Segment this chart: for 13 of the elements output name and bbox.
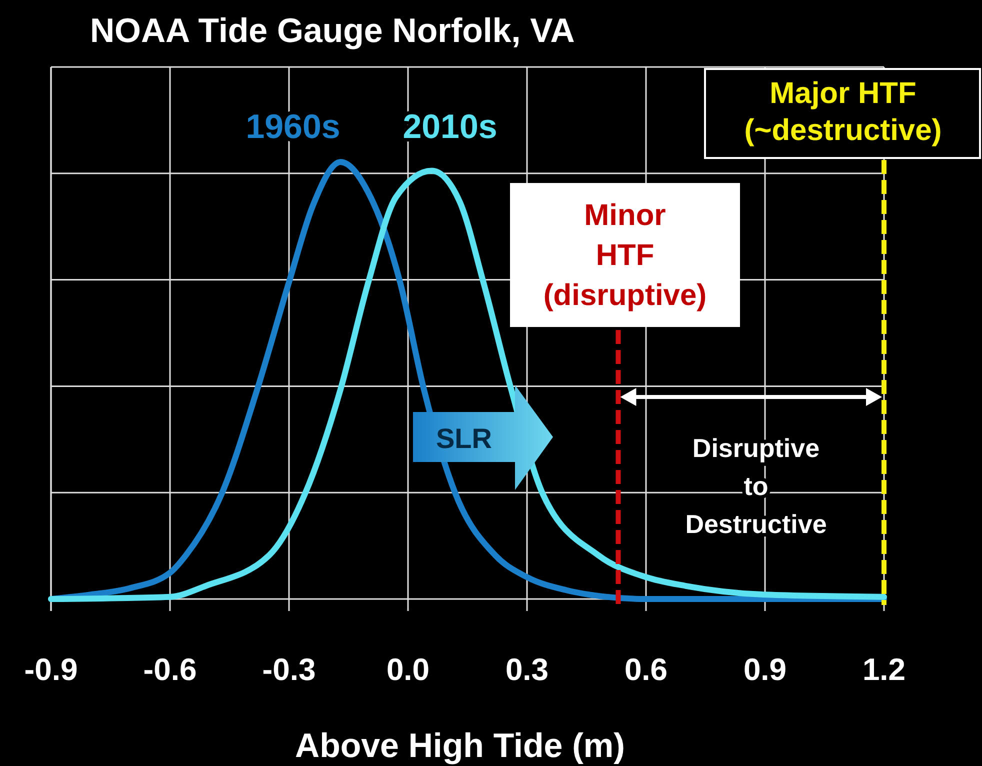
x-tick-label: -0.6 <box>143 652 197 687</box>
x-tick-label: 0.3 <box>505 652 549 687</box>
ref-line-label: Minor HTF (disruptive) <box>543 199 707 312</box>
x-axis-title: Above High Tide (m) <box>295 727 625 765</box>
x-tick-label: 0.0 <box>386 652 430 687</box>
x-tick-label: 1.2 <box>862 652 906 687</box>
annotation: SLR <box>436 423 492 454</box>
x-tick-label: 0.9 <box>743 652 787 687</box>
x-tick-label: 0.6 <box>624 652 668 687</box>
x-tick-label: -0.3 <box>262 652 316 687</box>
chart-title: NOAA Tide Gauge Norfolk, VA <box>90 12 575 50</box>
x-tick-label: -0.9 <box>24 652 78 687</box>
ref-line-label: Major HTF (~destructive) <box>744 77 942 147</box>
